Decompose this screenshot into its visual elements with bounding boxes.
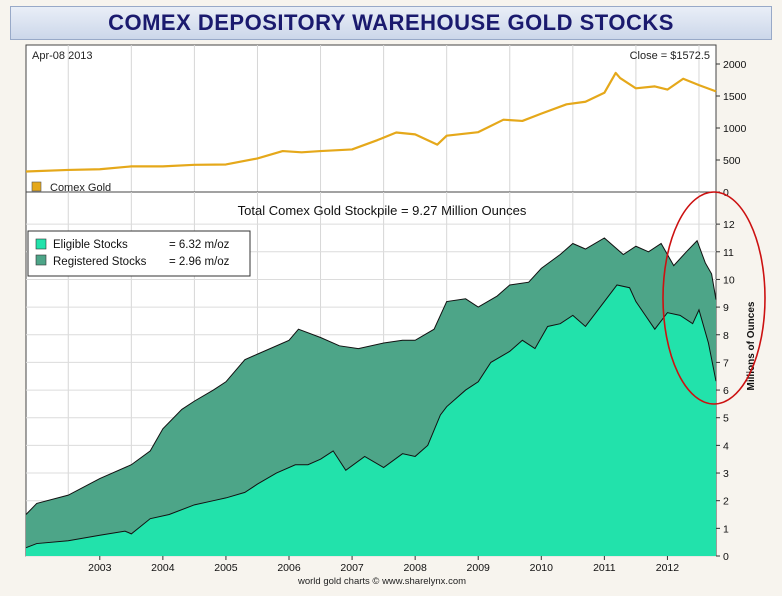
registered-legend-value: = 2.96 m/oz [169, 256, 230, 268]
bottom-y-tick-label: 2 [723, 496, 729, 508]
annotation-ellipse [662, 191, 766, 405]
stockpile-label: Total Comex Gold Stockpile = 9.27 Millio… [238, 203, 527, 218]
top-y-axis: 0 500 1000 1500 2000 [716, 59, 747, 199]
eligible-stocks-edge [25, 284, 717, 549]
bottom-y-tick-label: 11 [723, 247, 734, 259]
top-y-tick-label: 0 [723, 187, 729, 199]
gold-price-line [25, 71, 717, 173]
registered-stocks-edge [25, 237, 717, 515]
eligible-legend-value: = 6.32 m/oz [169, 239, 230, 251]
x-tick-label: 2007 [340, 562, 364, 574]
gold-line-layer [25, 71, 717, 173]
x-tick-label: 2012 [656, 562, 680, 574]
bottom-y-tick-label: 8 [723, 330, 729, 342]
x-tick-label: 2011 [593, 562, 616, 574]
x-tick-label: 2003 [88, 562, 112, 574]
stocks-legend-box [27, 230, 251, 277]
x-tick-label: 2008 [403, 562, 427, 574]
chart-svg: 0 500 1000 1500 2000 Apr-08 2013 Close = $15… [25, 44, 766, 587]
bottom-y-tick-label: 10 [723, 274, 735, 286]
footer-credit: world gold charts © www.sharelynx.com [297, 576, 466, 587]
x-tick-label: 2010 [530, 562, 554, 574]
bottom-y-tick-label: 6 [723, 385, 729, 397]
top-y-tick-label: 2000 [723, 59, 747, 71]
stock-area-layer [25, 237, 717, 556]
bottom-y-tick-label: 1 [723, 523, 729, 535]
y-axis-label: Millions of Ounces [746, 301, 757, 390]
bottom-y-tick-label: 12 [723, 219, 735, 231]
registered-legend-swatch [35, 254, 47, 266]
bottom-y-tick-label: 0 [723, 551, 729, 563]
date-label: Apr-08 2013 [32, 50, 93, 62]
x-tick-label: 2009 [467, 562, 491, 574]
bottom-y-tick-label: 4 [723, 440, 729, 452]
eligible-legend-swatch [35, 238, 47, 250]
x-tick-label: 2006 [277, 562, 301, 574]
page-title: COMEX DEPOSITORY WAREHOUSE GOLD STOCKS [108, 10, 674, 35]
x-tick-label: 2004 [151, 562, 175, 574]
bottom-y-tick-label: 5 [723, 413, 729, 425]
bottom-y-tick-label: 9 [723, 302, 729, 314]
registered-legend-label: Registered Stocks [53, 256, 147, 268]
title-banner: COMEX DEPOSITORY WAREHOUSE GOLD STOCKS [10, 6, 772, 40]
x-tick-label: 2005 [214, 562, 238, 574]
x-axis: 2003 2004 2005 2006 2007 2008 2009 2010 2011 2012 [88, 556, 679, 574]
top-y-tick-label: 1000 [723, 123, 747, 135]
top-grid [67, 45, 700, 192]
bottom-y-tick-label: 3 [723, 468, 729, 480]
eligible-legend-label: Eligible Stocks [53, 239, 128, 251]
top-y-tick-label: 500 [723, 155, 741, 167]
top-y-tick-label: 1500 [723, 91, 747, 103]
close-label: Close = $1572.5 [630, 50, 710, 62]
chart-frame: COMEX DEPOSITORY WAREHOUSE GOLD STOCKS 0… [10, 6, 772, 588]
top-panel [25, 44, 717, 193]
comex-gold-legend-label: Comex Gold [50, 182, 111, 194]
bottom-y-tick-label: 7 [723, 357, 729, 369]
eligible-stocks-area [26, 284, 716, 556]
comex-gold-legend-swatch [31, 181, 42, 192]
